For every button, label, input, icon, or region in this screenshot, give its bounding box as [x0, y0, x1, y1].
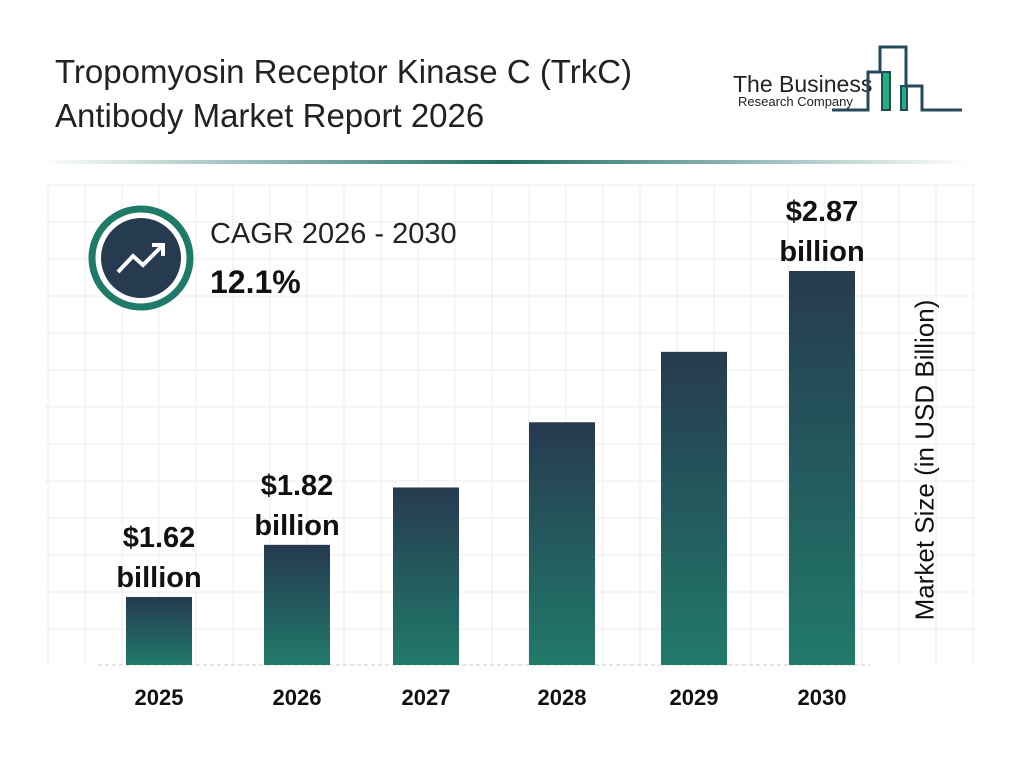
data-label: $2.87	[786, 196, 859, 228]
cagr-badge	[88, 205, 194, 311]
title-line-2: Antibody Market Report 2026	[55, 97, 485, 134]
divider	[40, 160, 970, 164]
x-tick-label: 2027	[402, 685, 451, 710]
bar-2028	[529, 422, 595, 665]
data-label-unit: billion	[254, 510, 339, 542]
trending-up-icon	[116, 243, 165, 274]
title-line-1: Tropomyosin Receptor Kinase C (TrkC)	[55, 53, 633, 90]
cagr-label: CAGR 2026 - 2030	[210, 218, 457, 250]
data-label: $1.82	[261, 470, 334, 502]
svg-text:Research Company: Research Company	[738, 94, 853, 109]
y-axis-label: Market Size (in USD Billion)	[909, 299, 940, 621]
x-tick-label: 2030	[798, 685, 847, 710]
bar-2030	[789, 271, 855, 665]
grid	[45, 184, 975, 665]
logo: The Business Research Company	[733, 45, 962, 112]
svg-text:The Business: The Business	[733, 71, 872, 97]
x-tick-label: 2029	[670, 685, 719, 710]
x-tick-label: 2026	[273, 685, 322, 710]
data-label-unit: billion	[116, 562, 201, 594]
cagr-value: 12.1%	[210, 264, 301, 300]
data-label-unit: billion	[779, 236, 864, 268]
bar-2027	[393, 487, 459, 665]
data-label: $1.62	[123, 522, 196, 554]
x-tick-label: 2025	[135, 685, 184, 710]
bar-2025	[126, 597, 192, 665]
x-tick-label: 2028	[538, 685, 587, 710]
page-title: Tropomyosin Receptor Kinase C (TrkC) Ant…	[55, 50, 632, 138]
bar-2026	[264, 544, 330, 665]
bar-2029	[661, 351, 727, 665]
